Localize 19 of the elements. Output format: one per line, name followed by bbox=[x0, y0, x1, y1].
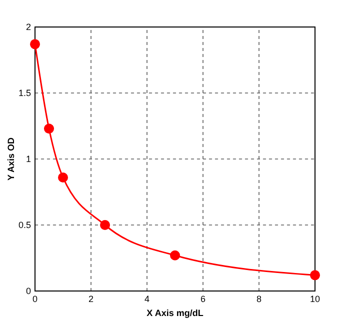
x-tick-label: 4 bbox=[144, 294, 150, 304]
x-tick-label: 6 bbox=[200, 294, 206, 304]
point bbox=[100, 220, 110, 230]
point bbox=[58, 172, 68, 182]
x-tick-label: 10 bbox=[310, 294, 320, 304]
y-tick-label: 1 bbox=[26, 154, 31, 164]
point bbox=[44, 124, 54, 134]
x-tick-label: 8 bbox=[256, 294, 262, 304]
point bbox=[170, 250, 180, 260]
x-axis-title: X Axis mg/dL bbox=[146, 308, 204, 318]
y-tick-label: 1.5 bbox=[18, 88, 31, 98]
y-tick-label: 0.5 bbox=[18, 220, 31, 230]
y-tick-label: 2 bbox=[26, 22, 31, 32]
point bbox=[310, 270, 320, 280]
x-tick-label: 2 bbox=[88, 294, 94, 304]
point bbox=[30, 39, 40, 50]
y-axis-title: Y Axis OD bbox=[6, 136, 16, 181]
x-tick-label: 0 bbox=[32, 294, 38, 304]
y-tick-label: 0 bbox=[26, 286, 31, 296]
